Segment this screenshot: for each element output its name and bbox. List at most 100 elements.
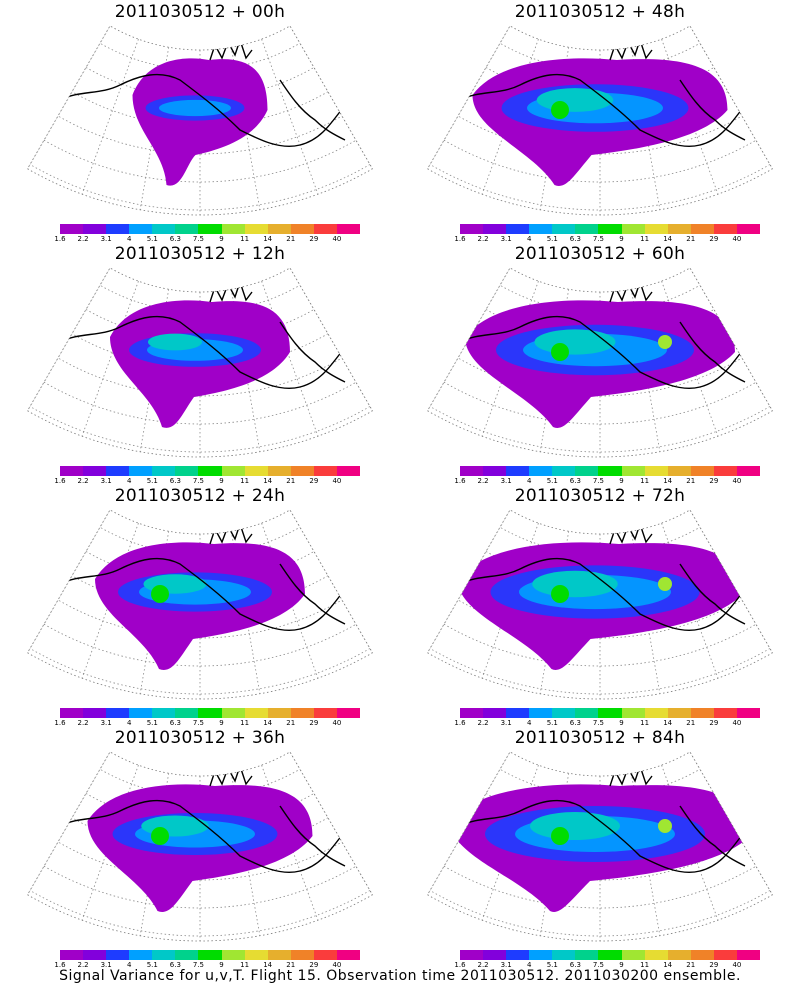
colorbar-tick-label: 11 — [640, 235, 650, 243]
colorbar-swatch — [529, 708, 553, 718]
colorbar-swatch — [106, 224, 130, 234]
colorbar-swatch — [667, 950, 691, 960]
colorbar-tick-label: 7.5 — [192, 235, 205, 243]
colorbar-swatch — [129, 950, 153, 960]
colorbar-swatch — [690, 224, 714, 234]
colorbar-swatch — [483, 466, 507, 476]
colorbar-labels: 1.6 2.2 3.1 4 5.1 6.3 7.5 9 11 14 21 29 40 — [454, 719, 760, 729]
colorbar-tick-label: 21 — [686, 477, 696, 485]
colorbar-swatch — [152, 950, 176, 960]
map-panel-12h: 2011030512 + 12h 1.6 2.2 3.1 4 5.1 6.3 7.5 9 11 14… — [0, 242, 400, 485]
colorbar-tick-label: 4 — [526, 477, 532, 485]
colorbar-tick-label: 3.1 — [500, 719, 512, 727]
colorbar-swatch — [621, 950, 645, 960]
colorbar-swatch — [129, 466, 153, 476]
colorbar-swatch — [713, 466, 737, 476]
colorbar-swatch — [506, 708, 530, 718]
panel-title: 2011030512 + 48h — [514, 2, 686, 22]
colorbar — [60, 466, 361, 476]
colorbar — [460, 224, 761, 234]
panel-title: 2011030512 + 12h — [114, 244, 286, 264]
colorbar-tick-label: 11 — [240, 477, 250, 485]
colorbar-tick-label: 9 — [619, 961, 624, 969]
colorbar-tick-label: 6.3 — [169, 477, 181, 485]
colorbar-swatch — [60, 708, 84, 718]
colorbar-swatch — [106, 466, 130, 476]
colorbar-swatch — [460, 224, 484, 234]
colorbar-tick-label: 2.2 — [77, 235, 89, 243]
variance-field — [457, 542, 743, 670]
colorbar-tick-label: 7.5 — [592, 961, 605, 969]
polar-map — [426, 751, 774, 942]
colorbar-swatch — [83, 466, 107, 476]
colorbar-swatch — [644, 224, 668, 234]
colorbar-swatch — [290, 950, 314, 960]
figure-caption: Signal Variance for u,v,T. Flight 15. Ob… — [59, 968, 741, 984]
colorbar — [60, 224, 361, 234]
colorbar-swatch — [460, 708, 484, 718]
colorbar-swatch — [529, 950, 553, 960]
colorbar-tick-label: 5.1 — [546, 961, 558, 969]
variance-field — [110, 300, 290, 428]
colorbar-tick-label: 21 — [686, 235, 696, 243]
colorbar-tick-label: 1.6 — [454, 235, 466, 243]
colorbar-tick-label: 21 — [286, 235, 296, 243]
colorbar-tick-label: 7.5 — [192, 477, 205, 485]
colorbar-tick-label: 29 — [309, 961, 319, 969]
colorbar-tick-label: 29 — [309, 719, 319, 727]
colorbar-swatch — [690, 950, 714, 960]
colorbar-swatch — [290, 708, 314, 718]
colorbar-tick-label: 29 — [709, 235, 719, 243]
colorbar-tick-label: 6.3 — [569, 961, 581, 969]
colorbar-tick-label: 2.2 — [77, 961, 89, 969]
colorbar-swatch — [106, 950, 130, 960]
colorbar-tick-label: 6.3 — [569, 719, 581, 727]
polar-map — [426, 267, 774, 458]
colorbar-tick-label: 11 — [640, 719, 650, 727]
colorbar-swatch — [336, 466, 361, 476]
colorbar-swatch — [575, 466, 599, 476]
colorbar-tick-label: 5.1 — [146, 961, 158, 969]
colorbar-tick-label: 4 — [526, 719, 532, 727]
colorbar-swatch — [713, 708, 737, 718]
colorbar-tick-label: 29 — [709, 719, 719, 727]
colorbar-swatch — [460, 466, 484, 476]
colorbar-tick-label: 14 — [663, 235, 673, 243]
colorbar-tick-label: 5.1 — [146, 477, 158, 485]
colorbar-swatch — [552, 708, 576, 718]
colorbar-tick-label: 2.2 — [477, 719, 489, 727]
colorbar-swatch — [83, 708, 107, 718]
colorbar-swatch — [129, 224, 153, 234]
colorbar-swatch — [598, 950, 622, 960]
colorbar-tick-label: 1.6 — [54, 719, 66, 727]
colorbar-tick-label: 1.6 — [54, 477, 66, 485]
colorbar-tick-label: 2.2 — [477, 961, 489, 969]
colorbar-tick-label: 3.1 — [100, 235, 112, 243]
colorbar-labels: 1.6 2.2 3.1 4 5.1 6.3 7.5 9 11 14 21 29 40 — [54, 719, 360, 729]
map-panel-36h: 2011030512 + 36h 1.6 2.2 3.1 4 5.1 6.3 7.5 9 11 14… — [0, 726, 400, 969]
variance-field — [465, 300, 735, 428]
panel-title: 2011030512 + 36h — [114, 728, 286, 748]
colorbar-swatch — [244, 466, 268, 476]
colorbar-tick-label: 2.2 — [477, 477, 489, 485]
colorbar-tick-label: 40 — [732, 235, 742, 243]
colorbar-swatch — [736, 950, 761, 960]
colorbar-swatch — [667, 224, 691, 234]
colorbar-tick-label: 6.3 — [569, 235, 581, 243]
colorbar — [60, 708, 361, 718]
colorbar-labels: 1.6 2.2 3.1 4 5.1 6.3 7.5 9 11 14 21 29 40 — [454, 235, 760, 245]
colorbar-tick-label: 1.6 — [54, 961, 66, 969]
colorbar-swatch — [575, 950, 599, 960]
colorbar-tick-label: 40 — [332, 719, 342, 727]
colorbar-swatch — [152, 466, 176, 476]
colorbar-tick-label: 40 — [332, 961, 342, 969]
colorbar-tick-label: 40 — [732, 719, 742, 727]
colorbar-swatch — [667, 466, 691, 476]
colorbar-tick-label: 11 — [240, 961, 250, 969]
colorbar-labels: 1.6 2.2 3.1 4 5.1 6.3 7.5 9 11 14 21 29 40 — [454, 961, 760, 971]
colorbar-swatch — [506, 224, 530, 234]
colorbar-swatch — [336, 708, 361, 718]
colorbar-tick-label: 21 — [286, 477, 296, 485]
colorbar-tick-label: 11 — [240, 719, 250, 727]
